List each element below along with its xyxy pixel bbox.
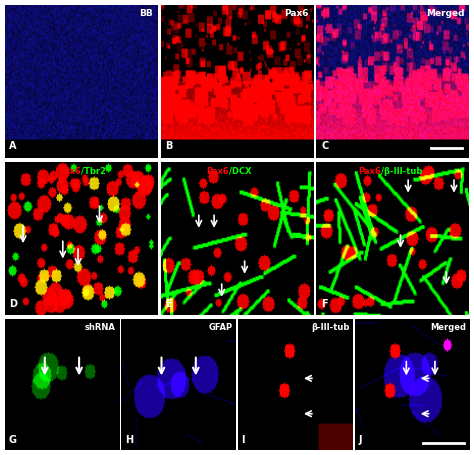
Text: A: A — [9, 142, 17, 152]
Text: BB: BB — [139, 9, 153, 18]
Text: /DCX: /DCX — [229, 167, 252, 176]
Text: β-III-tub: β-III-tub — [311, 323, 349, 332]
Text: Pax6: Pax6 — [58, 167, 81, 176]
Text: /β-III-tub: /β-III-tub — [381, 167, 422, 176]
Text: Merged: Merged — [426, 9, 465, 18]
Text: D: D — [9, 299, 18, 309]
Text: shRNA: shRNA — [85, 323, 116, 332]
Text: J: J — [358, 435, 362, 445]
Text: I: I — [242, 435, 245, 445]
Text: GFAP: GFAP — [208, 323, 232, 332]
Text: /Tbr2: /Tbr2 — [81, 167, 106, 176]
Text: E: E — [165, 299, 172, 309]
Text: B: B — [165, 142, 173, 152]
Text: Merged: Merged — [430, 323, 466, 332]
Text: G: G — [8, 435, 16, 445]
Text: H: H — [125, 435, 133, 445]
Text: Pax6: Pax6 — [207, 167, 229, 176]
Text: C: C — [321, 142, 328, 152]
Text: Pax6: Pax6 — [358, 167, 381, 176]
Text: F: F — [321, 299, 328, 309]
Text: Pax6: Pax6 — [284, 9, 309, 18]
